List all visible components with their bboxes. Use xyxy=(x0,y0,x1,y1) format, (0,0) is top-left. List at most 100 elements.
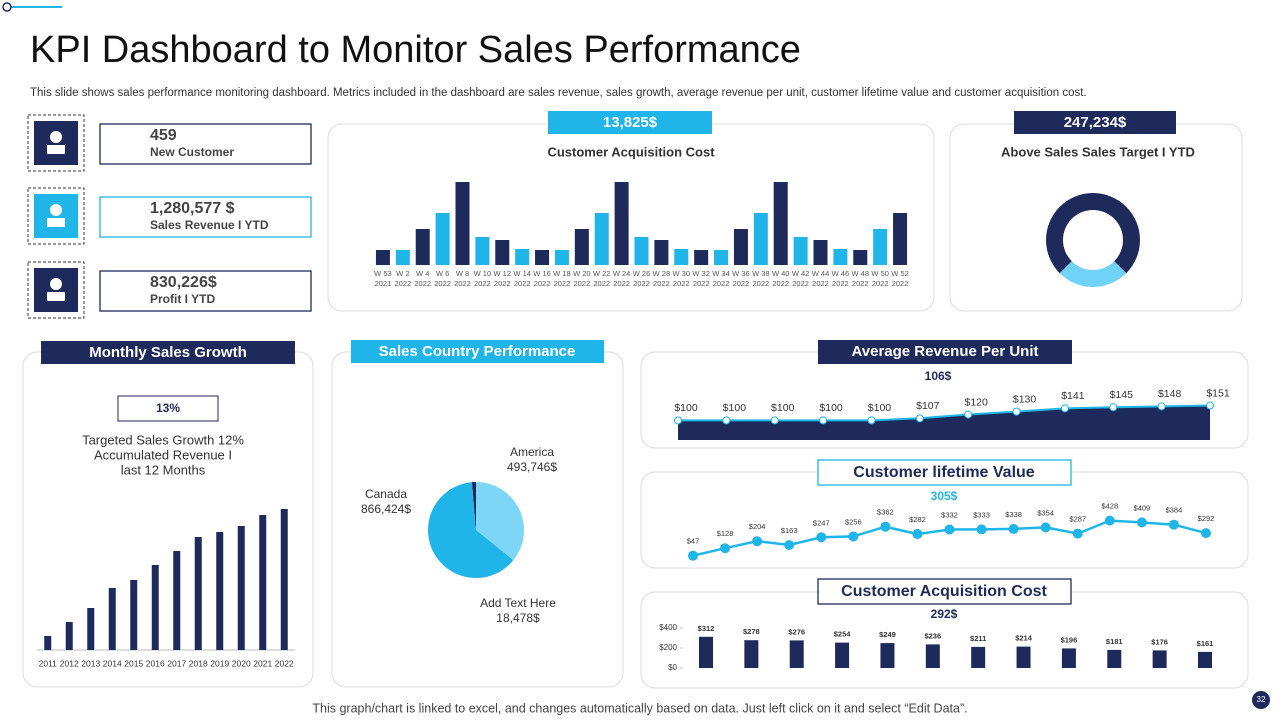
point xyxy=(720,543,731,554)
kpi-value: 1,280,577 $ xyxy=(150,200,235,217)
data-label: $145 xyxy=(1110,389,1134,401)
point xyxy=(1012,407,1021,416)
pie-slice xyxy=(427,482,514,578)
x-tick-label: W 4 2022 xyxy=(414,269,431,288)
kpi-value: 830,226$ xyxy=(150,274,217,291)
bar xyxy=(1198,651,1212,668)
bar xyxy=(925,644,940,668)
bar xyxy=(515,249,530,265)
bar xyxy=(793,237,808,265)
line xyxy=(678,404,1211,422)
kpi-label: New Customer xyxy=(150,145,234,159)
data-label: $151 xyxy=(1206,387,1230,399)
data-label: $249 xyxy=(879,630,896,639)
data-label: $287 xyxy=(1069,515,1086,524)
point xyxy=(674,416,682,425)
bar xyxy=(1107,649,1122,668)
data-label: $312 xyxy=(698,624,715,633)
chart-title: Customer Acquisition Cost xyxy=(547,144,715,159)
page-badge xyxy=(1252,691,1270,709)
data-label: $100 xyxy=(771,402,795,414)
data-label: $100 xyxy=(674,402,698,414)
page-title: KPI Dashboard to Monitor Sales Performan… xyxy=(30,29,801,71)
bar xyxy=(151,565,159,650)
bar xyxy=(216,532,224,650)
y-tick-label: $200 xyxy=(659,643,677,652)
kpi-box xyxy=(99,196,312,238)
data-label: $282 xyxy=(909,515,926,524)
highlight-badge xyxy=(1014,111,1176,134)
x-tick-label: W 40 2022 xyxy=(772,269,790,288)
data-label: $354 xyxy=(1037,508,1054,517)
x-tick-label: 2019 xyxy=(210,658,229,668)
pie-label: Add Text Here xyxy=(480,596,556,610)
annotation: last 12 Months xyxy=(121,462,206,477)
donut-slice xyxy=(1045,192,1140,274)
x-tick-label: W 30 2022 xyxy=(673,269,691,288)
x-tick-label: W 36 2022 xyxy=(732,269,750,288)
icon-glyph xyxy=(47,218,65,227)
data-label: $256 xyxy=(845,517,862,526)
x-tick-label: W 10 2022 xyxy=(474,269,492,288)
page-number: 32 xyxy=(1257,695,1266,704)
point xyxy=(848,531,859,542)
bar xyxy=(773,182,788,265)
icon-glyph xyxy=(47,145,65,154)
bar xyxy=(108,588,116,650)
data-label: $100 xyxy=(723,402,747,414)
data-label: $428 xyxy=(1101,502,1118,511)
bar xyxy=(699,636,713,668)
highlight-value: 247,234$ xyxy=(1064,114,1127,131)
x-tick-label: W 52 2022 xyxy=(891,269,909,288)
bar xyxy=(495,240,510,265)
bar xyxy=(789,640,804,668)
bar xyxy=(873,229,888,265)
data-label: $362 xyxy=(877,508,894,517)
highlight-value: 106$ xyxy=(925,369,952,383)
data-label: $276 xyxy=(788,627,805,636)
point xyxy=(912,529,923,540)
data-label: $338 xyxy=(1005,510,1022,519)
bar xyxy=(813,240,828,265)
donut-slice xyxy=(1059,261,1127,287)
x-tick-label: W 32 2022 xyxy=(692,269,710,288)
page-subtitle: This slide shows sales performance monit… xyxy=(30,87,1087,99)
bar xyxy=(833,249,848,265)
x-tick-label: W 2 2022 xyxy=(394,269,411,288)
bar xyxy=(694,250,709,265)
icon-frame xyxy=(27,187,85,245)
bar xyxy=(1061,648,1076,668)
pie-slice xyxy=(476,482,524,561)
chart-title: Customer Acquisition Cost xyxy=(841,583,1047,600)
bar xyxy=(237,526,245,650)
chart-title: Customer lifetime Value xyxy=(853,464,1034,481)
x-tick-label: W 50 2022 xyxy=(871,269,889,288)
bar xyxy=(194,537,202,650)
bar xyxy=(1016,646,1031,668)
data-label: $181 xyxy=(1106,637,1123,646)
bar xyxy=(634,237,649,265)
pie-label: Canada xyxy=(365,487,407,501)
y-tick-label: $0 xyxy=(668,663,677,672)
data-label: $196 xyxy=(1061,635,1078,644)
bar xyxy=(674,249,689,265)
point xyxy=(1008,523,1019,534)
highlight-box xyxy=(117,395,219,422)
highlight-badge xyxy=(548,111,712,134)
kpi-value: 459 xyxy=(150,127,177,144)
data-label: $130 xyxy=(1013,393,1037,405)
data-label: $278 xyxy=(743,627,760,636)
point xyxy=(752,536,763,547)
x-tick-label: W 14 2022 xyxy=(513,269,531,288)
data-label: $333 xyxy=(973,510,990,519)
bar xyxy=(280,509,288,650)
x-tick-label: 2012 xyxy=(60,658,79,668)
pie-value: 18,478$ xyxy=(496,611,540,625)
x-tick-label: W 28 2022 xyxy=(653,269,671,288)
data-label: $204 xyxy=(749,522,766,531)
highlight-value: 13,825$ xyxy=(603,114,658,131)
data-label: $384 xyxy=(1166,506,1183,515)
area xyxy=(678,405,1210,440)
point xyxy=(1201,528,1211,539)
x-tick-label: 2013 xyxy=(81,658,100,668)
